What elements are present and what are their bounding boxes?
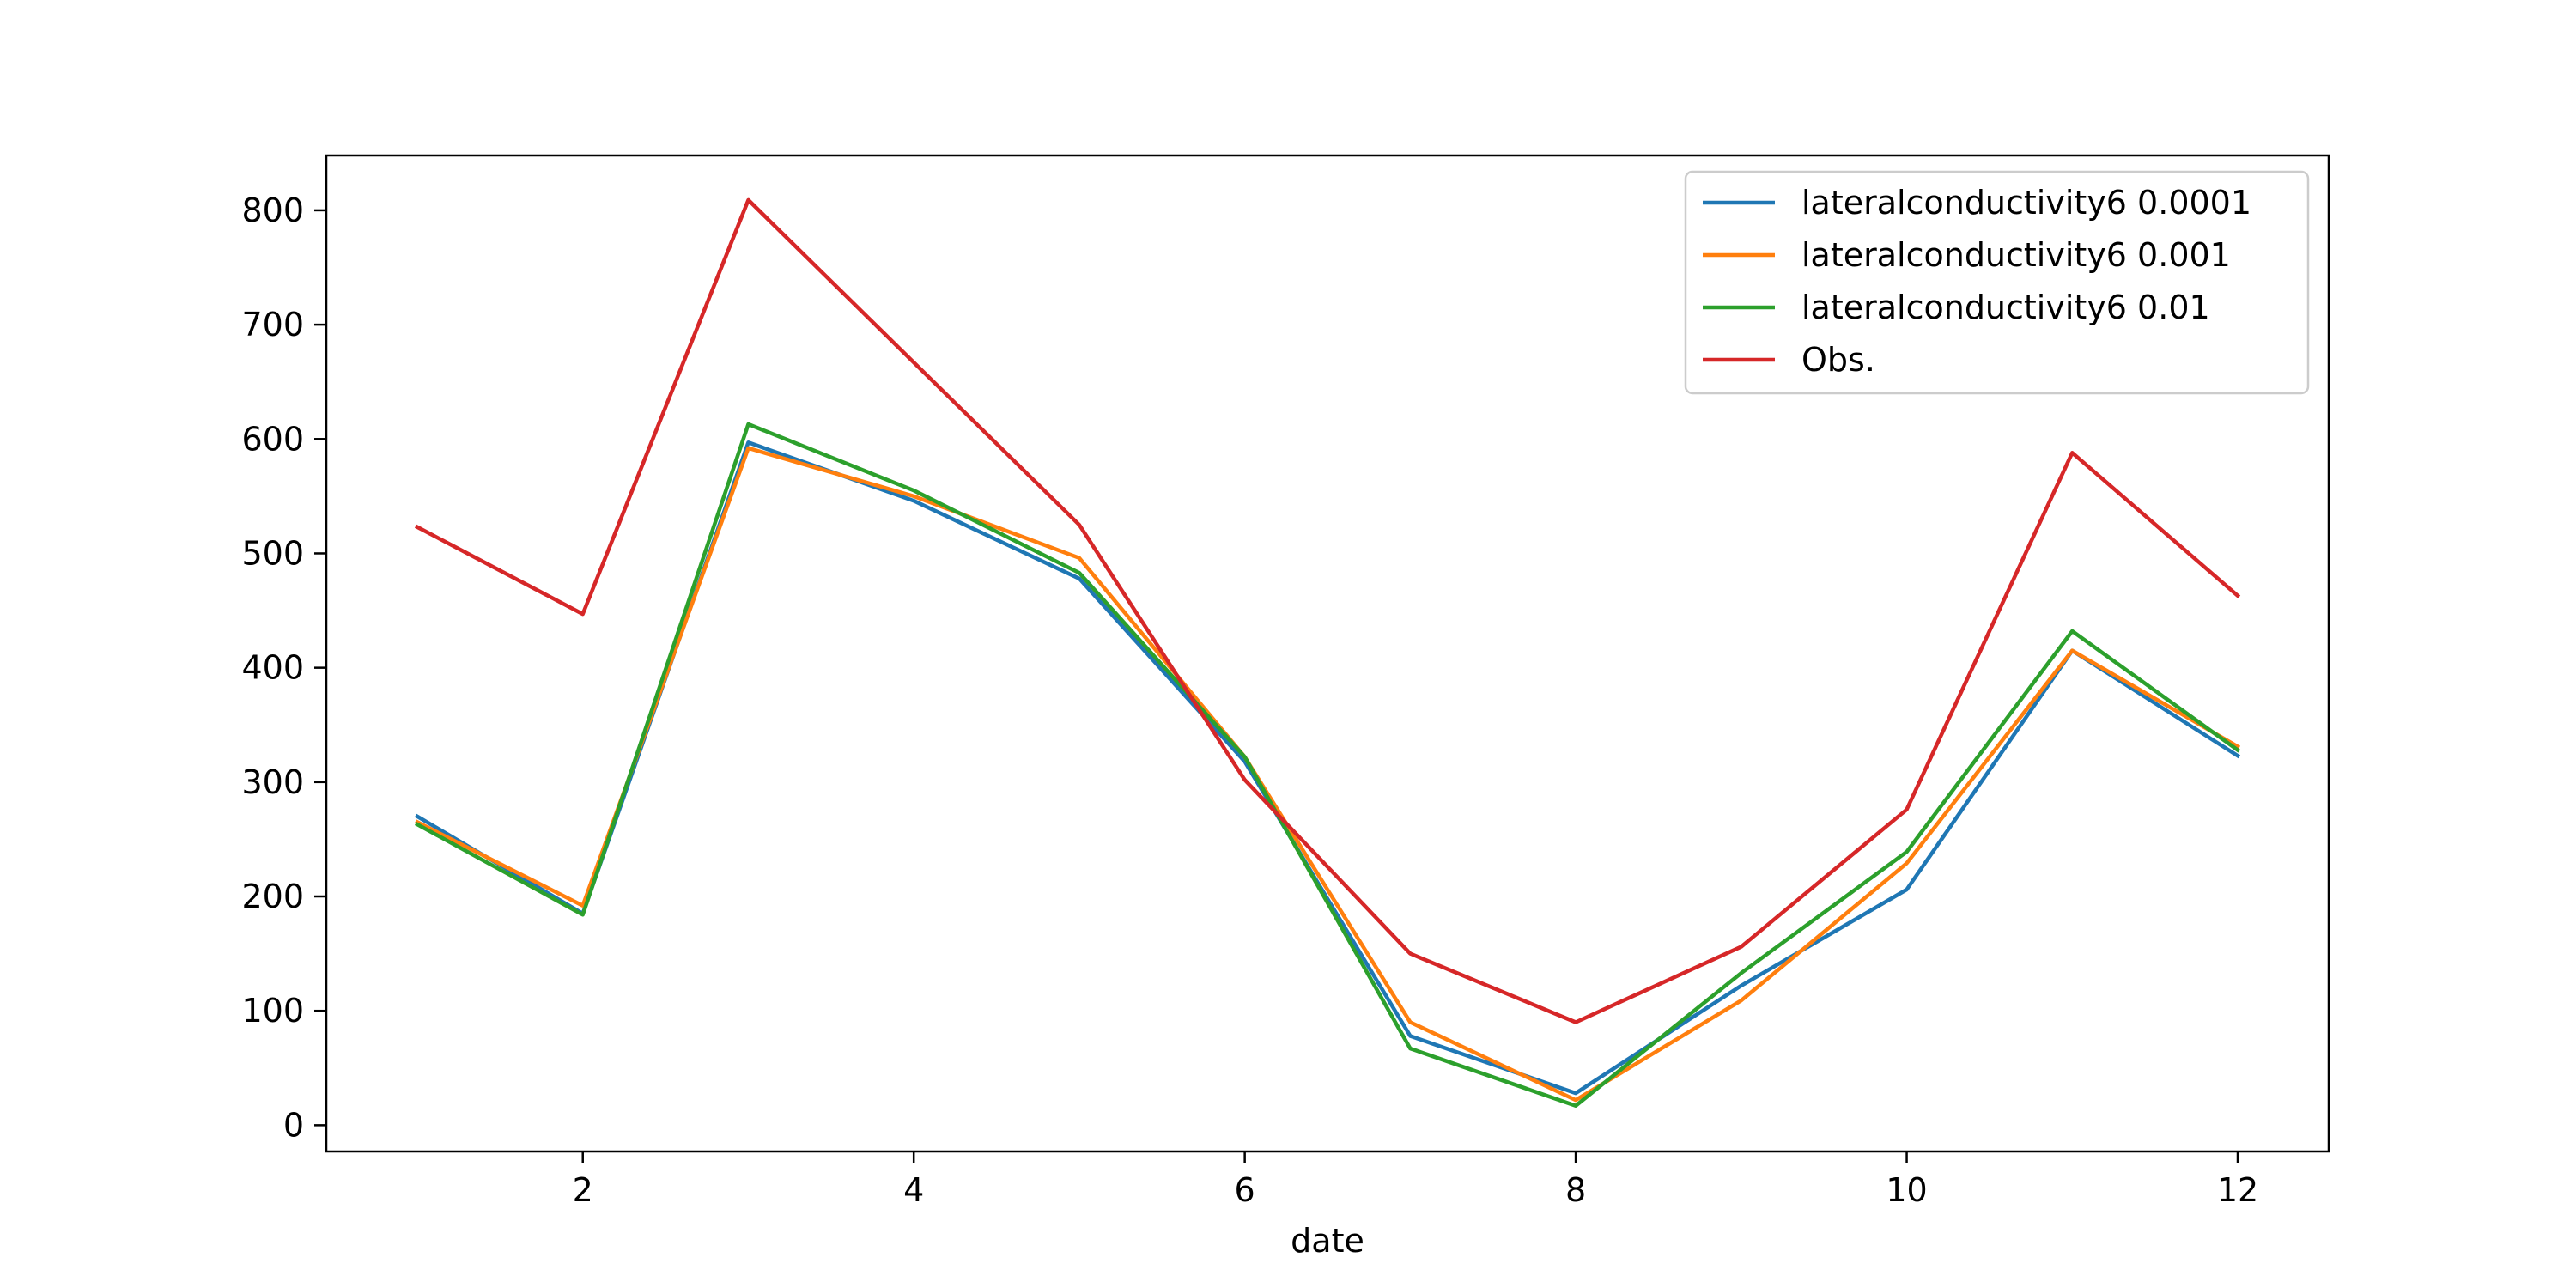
x-tick-label-2: 2 xyxy=(573,1171,593,1209)
legend-label-2: lateralconductivity6 0.001 xyxy=(1801,236,2231,274)
legend-label-1: lateralconductivity6 0.0001 xyxy=(1801,184,2251,222)
series-layer xyxy=(414,197,2241,1108)
x-tick-label-12: 12 xyxy=(2217,1171,2258,1209)
y-tick-label-500: 500 xyxy=(241,534,304,572)
y-tick-label-0: 0 xyxy=(283,1106,304,1144)
y-tick-label-300: 300 xyxy=(241,763,304,801)
y-axis: 0 100 200 300 400 500 600 700 800 xyxy=(241,191,326,1144)
y-tick-label-800: 800 xyxy=(241,191,304,229)
y-tick-label-400: 400 xyxy=(241,649,304,687)
x-tick-label-8: 8 xyxy=(1565,1171,1586,1209)
x-axis-label: date xyxy=(1291,1222,1364,1260)
legend-label-4: Obs. xyxy=(1801,341,1875,379)
plot-frame xyxy=(325,154,2330,1153)
legend: lateralconductivity6 0.0001 lateralconduc… xyxy=(1684,170,2310,395)
y-tick-label-100: 100 xyxy=(241,992,304,1030)
series-line-3 xyxy=(414,422,2241,1108)
y-tick-label-600: 600 xyxy=(241,420,304,458)
legend-label-3: lateralconductivity6 0.01 xyxy=(1801,289,2210,326)
x-axis: 2 4 6 8 10 12 xyxy=(573,1151,2258,1209)
x-tick-label-10: 10 xyxy=(1886,1171,1927,1209)
series-line-2 xyxy=(414,446,2241,1103)
x-tick-label-4: 4 xyxy=(903,1171,924,1209)
y-tick-label-700: 700 xyxy=(241,306,304,343)
series-line-4 xyxy=(414,197,2241,1024)
y-tick-label-200: 200 xyxy=(241,878,304,915)
x-tick-label-6: 6 xyxy=(1235,1171,1255,1209)
legend-box xyxy=(1684,170,2310,395)
